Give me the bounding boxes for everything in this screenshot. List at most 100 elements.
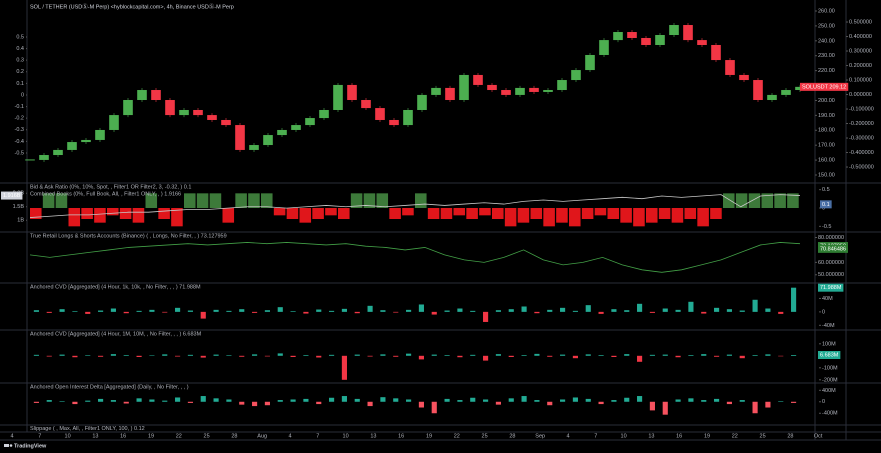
candle (347, 84, 357, 101)
ratio-bar (363, 193, 376, 208)
histogram-bar (316, 355, 322, 358)
histogram-bar (380, 397, 386, 402)
histogram-bar (110, 354, 116, 356)
histogram-bar (470, 310, 476, 312)
histogram-bar (33, 354, 39, 356)
candle (529, 87, 539, 92)
candle (767, 94, 777, 101)
candle (375, 108, 385, 120)
histogram-bar (85, 355, 91, 356)
histogram-bar (316, 309, 322, 312)
histogram-bar (162, 354, 168, 356)
candle (445, 87, 455, 101)
histogram-bar (252, 311, 258, 313)
ratio-bar (594, 208, 607, 216)
x-tick-label: 13 (92, 433, 98, 439)
x-tick-label: 16 (120, 433, 126, 439)
candle (459, 74, 469, 101)
histogram-bar (752, 401, 758, 414)
histogram-bar (329, 397, 335, 402)
candle (53, 149, 63, 156)
ratio-bar (81, 208, 93, 219)
histogram-bar (649, 311, 655, 313)
y-tick-label: 100M (822, 341, 836, 347)
histogram-bar (187, 354, 193, 356)
histogram-bar (495, 310, 501, 312)
price-tag (800, 82, 849, 91)
histogram-bar (341, 308, 347, 312)
histogram-bar (175, 355, 181, 357)
candle (137, 90, 147, 101)
candle (669, 25, 679, 36)
histogram-bar (329, 354, 335, 356)
ratio-bar (569, 208, 581, 227)
histogram-bar (470, 354, 476, 356)
histogram-bar (534, 353, 540, 356)
y-tick-label: 1B (17, 218, 24, 224)
histogram-bar (791, 287, 797, 312)
histogram-bar (560, 354, 566, 356)
histogram-bar (624, 310, 630, 312)
histogram-bar (329, 310, 335, 312)
ratio-bar (710, 208, 722, 219)
histogram-bar (457, 355, 463, 358)
candle (781, 90, 791, 95)
y-tick-label: 0.300000 (849, 48, 872, 54)
histogram-bar (572, 397, 578, 402)
panel-title: True Retail Longs & Shorts Accounts (Bin… (30, 233, 227, 239)
candle (641, 37, 651, 45)
histogram-bar (72, 355, 78, 358)
candle (123, 100, 133, 116)
histogram-bar (252, 401, 258, 407)
histogram-bar (572, 355, 578, 359)
histogram-bar (765, 401, 771, 408)
histogram-bar (175, 397, 181, 402)
panel-title: Anchored CVD [Aggregated] (4 Hour, 1M, 1… (30, 331, 202, 337)
histogram-bar (149, 355, 155, 356)
histogram-bar (598, 401, 604, 405)
histogram-bar (290, 311, 296, 312)
histogram-bar (187, 310, 193, 312)
candle (473, 74, 483, 85)
price-tag (820, 200, 832, 209)
histogram-bar (136, 310, 142, 312)
y-tick-label: -0.100000 (849, 106, 874, 112)
candle (333, 84, 343, 110)
y-tick-label: 0 (822, 309, 825, 315)
histogram-bar (187, 401, 193, 403)
histogram-bar (624, 354, 630, 356)
x-tick-label: 28 (509, 433, 515, 439)
histogram-bar (200, 311, 206, 319)
histogram-bar (483, 399, 489, 402)
histogram-bar (303, 311, 309, 314)
ratio-bar (787, 193, 799, 208)
ratio-bar (723, 193, 735, 208)
price-tag-label: 71.988M (820, 285, 842, 291)
candle (557, 80, 567, 91)
histogram-bar (791, 354, 797, 356)
ratio-bar (633, 208, 645, 227)
candle (151, 90, 161, 101)
histogram-bar (508, 398, 514, 402)
y-tick-label: 0 (822, 399, 825, 405)
ratio-bar (646, 208, 658, 223)
candle (179, 109, 189, 116)
y-tick-label: 250.00 (818, 23, 835, 29)
candle (109, 115, 119, 130)
x-tick-label: 22 (732, 433, 738, 439)
histogram-bar (123, 401, 129, 404)
histogram-bar (149, 399, 155, 402)
price-tag (818, 350, 841, 359)
ratio-bar (427, 208, 440, 219)
histogram-bar (59, 309, 65, 312)
histogram-bar (367, 305, 373, 312)
histogram-bar (393, 398, 399, 402)
ratio-bar (222, 208, 235, 223)
ratio-bar (42, 193, 55, 208)
histogram-bar (354, 398, 360, 402)
histogram-bar (431, 401, 437, 414)
x-tick-label: 10 (65, 433, 71, 439)
y-tick-label: -200M (822, 377, 838, 383)
x-tick-label: 4 (288, 433, 291, 439)
